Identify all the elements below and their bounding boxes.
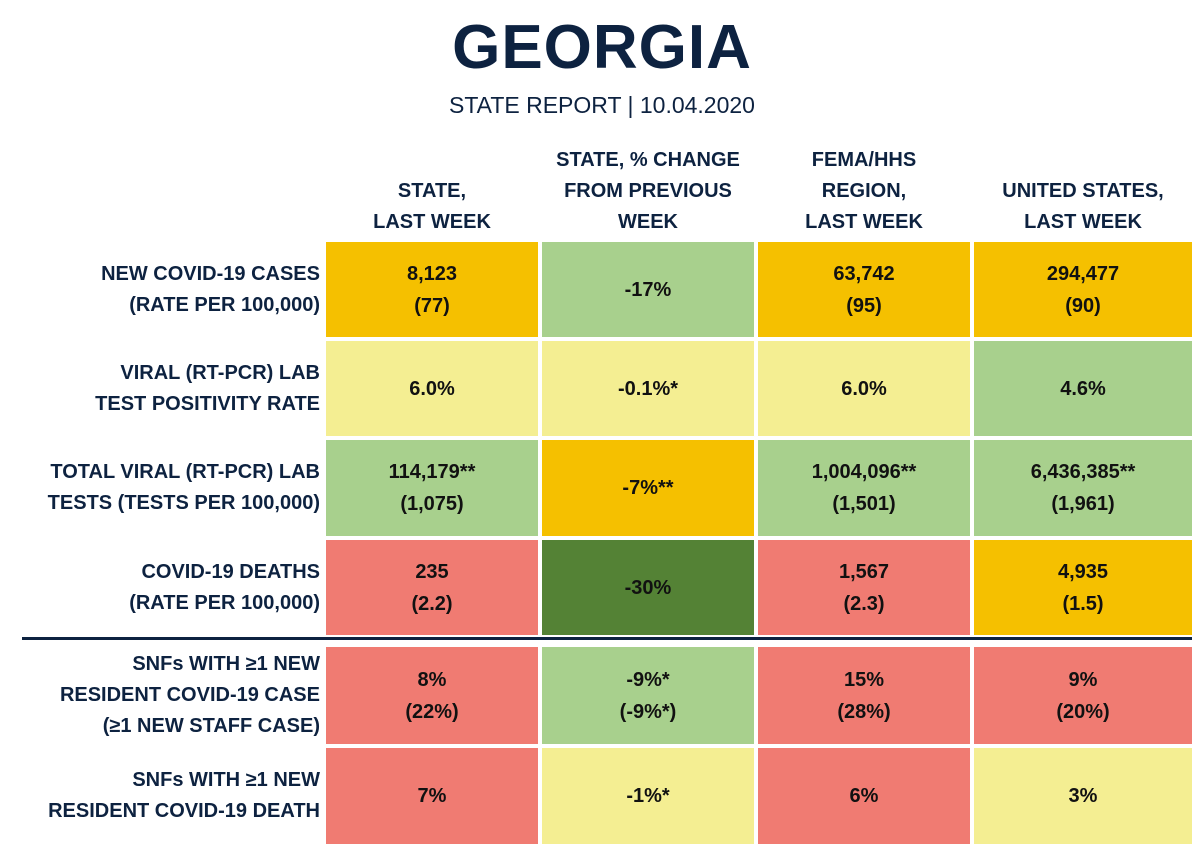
row-header-snf-cases: SNFs WITH ≥1 NEW RESIDENT COVID-19 CASE …	[0, 647, 320, 744]
cell-snf-deaths-change: -1%*	[542, 748, 754, 844]
row-header-line: TOTAL VIRAL (RT-PCR) LAB	[50, 461, 320, 483]
cell-value: -1%*	[626, 785, 670, 807]
cell-snf-cases-state: 8% (22%)	[326, 647, 538, 744]
row-header-line: NEW COVID-19 CASES	[101, 262, 320, 285]
cell-value: 6,436,385**	[1030, 461, 1136, 483]
cell-value: 114,179**	[388, 461, 476, 483]
column-header-state-change: STATE, % CHANGE FROM PREVIOUS WEEK	[542, 145, 754, 238]
cell-value: 6.0%	[409, 377, 455, 400]
column-header-line: LAST WEEK	[805, 211, 923, 233]
cell-value: 6%	[849, 785, 879, 807]
cell-rate: (77)	[414, 294, 450, 317]
cell-positivity-change: -0.1%*	[542, 341, 754, 436]
cell-deaths-us: 4,935 (1.5)	[974, 540, 1192, 635]
column-header-line: FROM PREVIOUS	[564, 180, 732, 202]
cell-value: 8%	[417, 668, 447, 691]
cell-snf-deaths-us: 3%	[974, 748, 1192, 844]
row-header-line: (RATE PER 100,000)	[129, 293, 320, 316]
column-header-line: WEEK	[618, 211, 678, 233]
column-header-line: REGION,	[821, 180, 907, 202]
cell-rate: (1,075)	[400, 493, 464, 515]
cell-value: 1,567	[838, 560, 890, 583]
cell-value: 4,935	[1057, 560, 1109, 583]
column-header-us: UNITED STATES, LAST WEEK	[974, 145, 1192, 238]
cell-value: -30%	[624, 576, 672, 599]
cell-value: 1,004,096**	[811, 461, 917, 483]
cell-rate: (2.3)	[843, 592, 885, 615]
cell-value: -0.1%*	[617, 377, 679, 400]
cell-rate: (1,501)	[832, 493, 896, 515]
cell-deaths-change: -30%	[542, 540, 754, 635]
cell-positivity-state: 6.0%	[326, 341, 538, 436]
cell-total-tests-region: 1,004,096** (1,501)	[758, 440, 970, 536]
cell-snf-deaths-region: 6%	[758, 748, 970, 844]
cell-value: -9%*	[626, 668, 670, 691]
column-header-line: LAST WEEK	[373, 211, 491, 233]
cell-rate: (90)	[1065, 294, 1101, 317]
cell-total-tests-state: 114,179** (1,075)	[326, 440, 538, 536]
cell-value: 4.6%	[1060, 377, 1106, 400]
cell-value: -7%**	[622, 477, 674, 499]
cell-snf-deaths-state: 7%	[326, 748, 538, 844]
row-header-deaths: COVID-19 DEATHS (RATE PER 100,000)	[0, 540, 320, 635]
cell-value: 3%	[1068, 785, 1098, 807]
section-divider	[22, 637, 1192, 640]
column-header-region: FEMA/HHS REGION, LAST WEEK	[758, 145, 970, 238]
row-header-line: (≥1 NEW STAFF CASE)	[102, 715, 320, 737]
row-header-line: SNFs WITH ≥1 NEW	[132, 769, 320, 791]
cell-rate: (-9%*)	[619, 700, 677, 723]
cell-value: 7%	[417, 785, 447, 807]
cell-value: 8,123	[406, 262, 458, 285]
cell-new-cases-state: 8,123 (77)	[326, 242, 538, 337]
cell-value: 235	[415, 560, 449, 583]
cell-value: 15%	[843, 668, 885, 691]
row-header-line: RESIDENT COVID-19 CASE	[59, 684, 320, 706]
cell-deaths-state: 235 (2.2)	[326, 540, 538, 635]
cell-value: 63,742	[833, 262, 895, 285]
row-header-line: VIRAL (RT-PCR) LAB	[120, 361, 320, 384]
cell-value: 9%	[1068, 668, 1098, 691]
column-header-line: UNITED STATES,	[1002, 180, 1164, 202]
cell-rate: (1.5)	[1062, 592, 1104, 615]
cell-positivity-region: 6.0%	[758, 341, 970, 436]
cell-new-cases-change: -17%	[542, 242, 754, 337]
row-header-snf-deaths: SNFs WITH ≥1 NEW RESIDENT COVID-19 DEATH	[0, 748, 320, 844]
cell-rate: (22%)	[405, 700, 459, 723]
cell-rate: (2.2)	[411, 592, 453, 615]
row-header-line: TESTS (TESTS PER 100,000)	[47, 492, 320, 514]
cell-new-cases-us: 294,477 (90)	[974, 242, 1192, 337]
row-header-line: RESIDENT COVID-19 DEATH	[48, 800, 320, 822]
row-header-line: SNFs WITH ≥1 NEW	[132, 653, 320, 675]
column-header-state: STATE, LAST WEEK	[326, 145, 538, 238]
cell-rate: (20%)	[1056, 700, 1110, 723]
row-header-total-tests: TOTAL VIRAL (RT-PCR) LAB TESTS (TESTS PE…	[0, 440, 320, 536]
cell-positivity-us: 4.6%	[974, 341, 1192, 436]
row-header-line: TEST POSITIVITY RATE	[95, 392, 320, 415]
cell-deaths-region: 1,567 (2.3)	[758, 540, 970, 635]
column-header-line: LAST WEEK	[1024, 211, 1142, 233]
report-title: GEORGIA	[452, 13, 752, 82]
cell-snf-cases-change: -9%* (-9%*)	[542, 647, 754, 744]
cell-total-tests-change: -7%**	[542, 440, 754, 536]
row-header-positivity: VIRAL (RT-PCR) LAB TEST POSITIVITY RATE	[0, 341, 320, 436]
row-header-line: COVID-19 DEATHS	[141, 560, 320, 583]
cell-rate: (28%)	[837, 700, 891, 723]
column-header-line: FEMA/HHS	[811, 149, 917, 171]
cell-snf-cases-us: 9% (20%)	[974, 647, 1192, 744]
cell-new-cases-region: 63,742 (95)	[758, 242, 970, 337]
cell-value: 6.0%	[841, 377, 887, 400]
column-header-line: STATE, % CHANGE	[556, 149, 740, 171]
column-header-line: STATE,	[397, 180, 467, 202]
cell-snf-cases-region: 15% (28%)	[758, 647, 970, 744]
cell-rate: (95)	[846, 294, 882, 317]
report-subtitle: STATE REPORT | 10.04.2020	[449, 92, 755, 118]
cell-total-tests-us: 6,436,385** (1,961)	[974, 440, 1192, 536]
cell-value: 294,477	[1046, 262, 1120, 285]
cell-rate: (1,961)	[1051, 493, 1115, 515]
row-header-line: (RATE PER 100,000)	[129, 591, 320, 614]
row-header-new-cases: NEW COVID-19 CASES (RATE PER 100,000)	[0, 242, 320, 337]
cell-value: -17%	[624, 278, 672, 301]
